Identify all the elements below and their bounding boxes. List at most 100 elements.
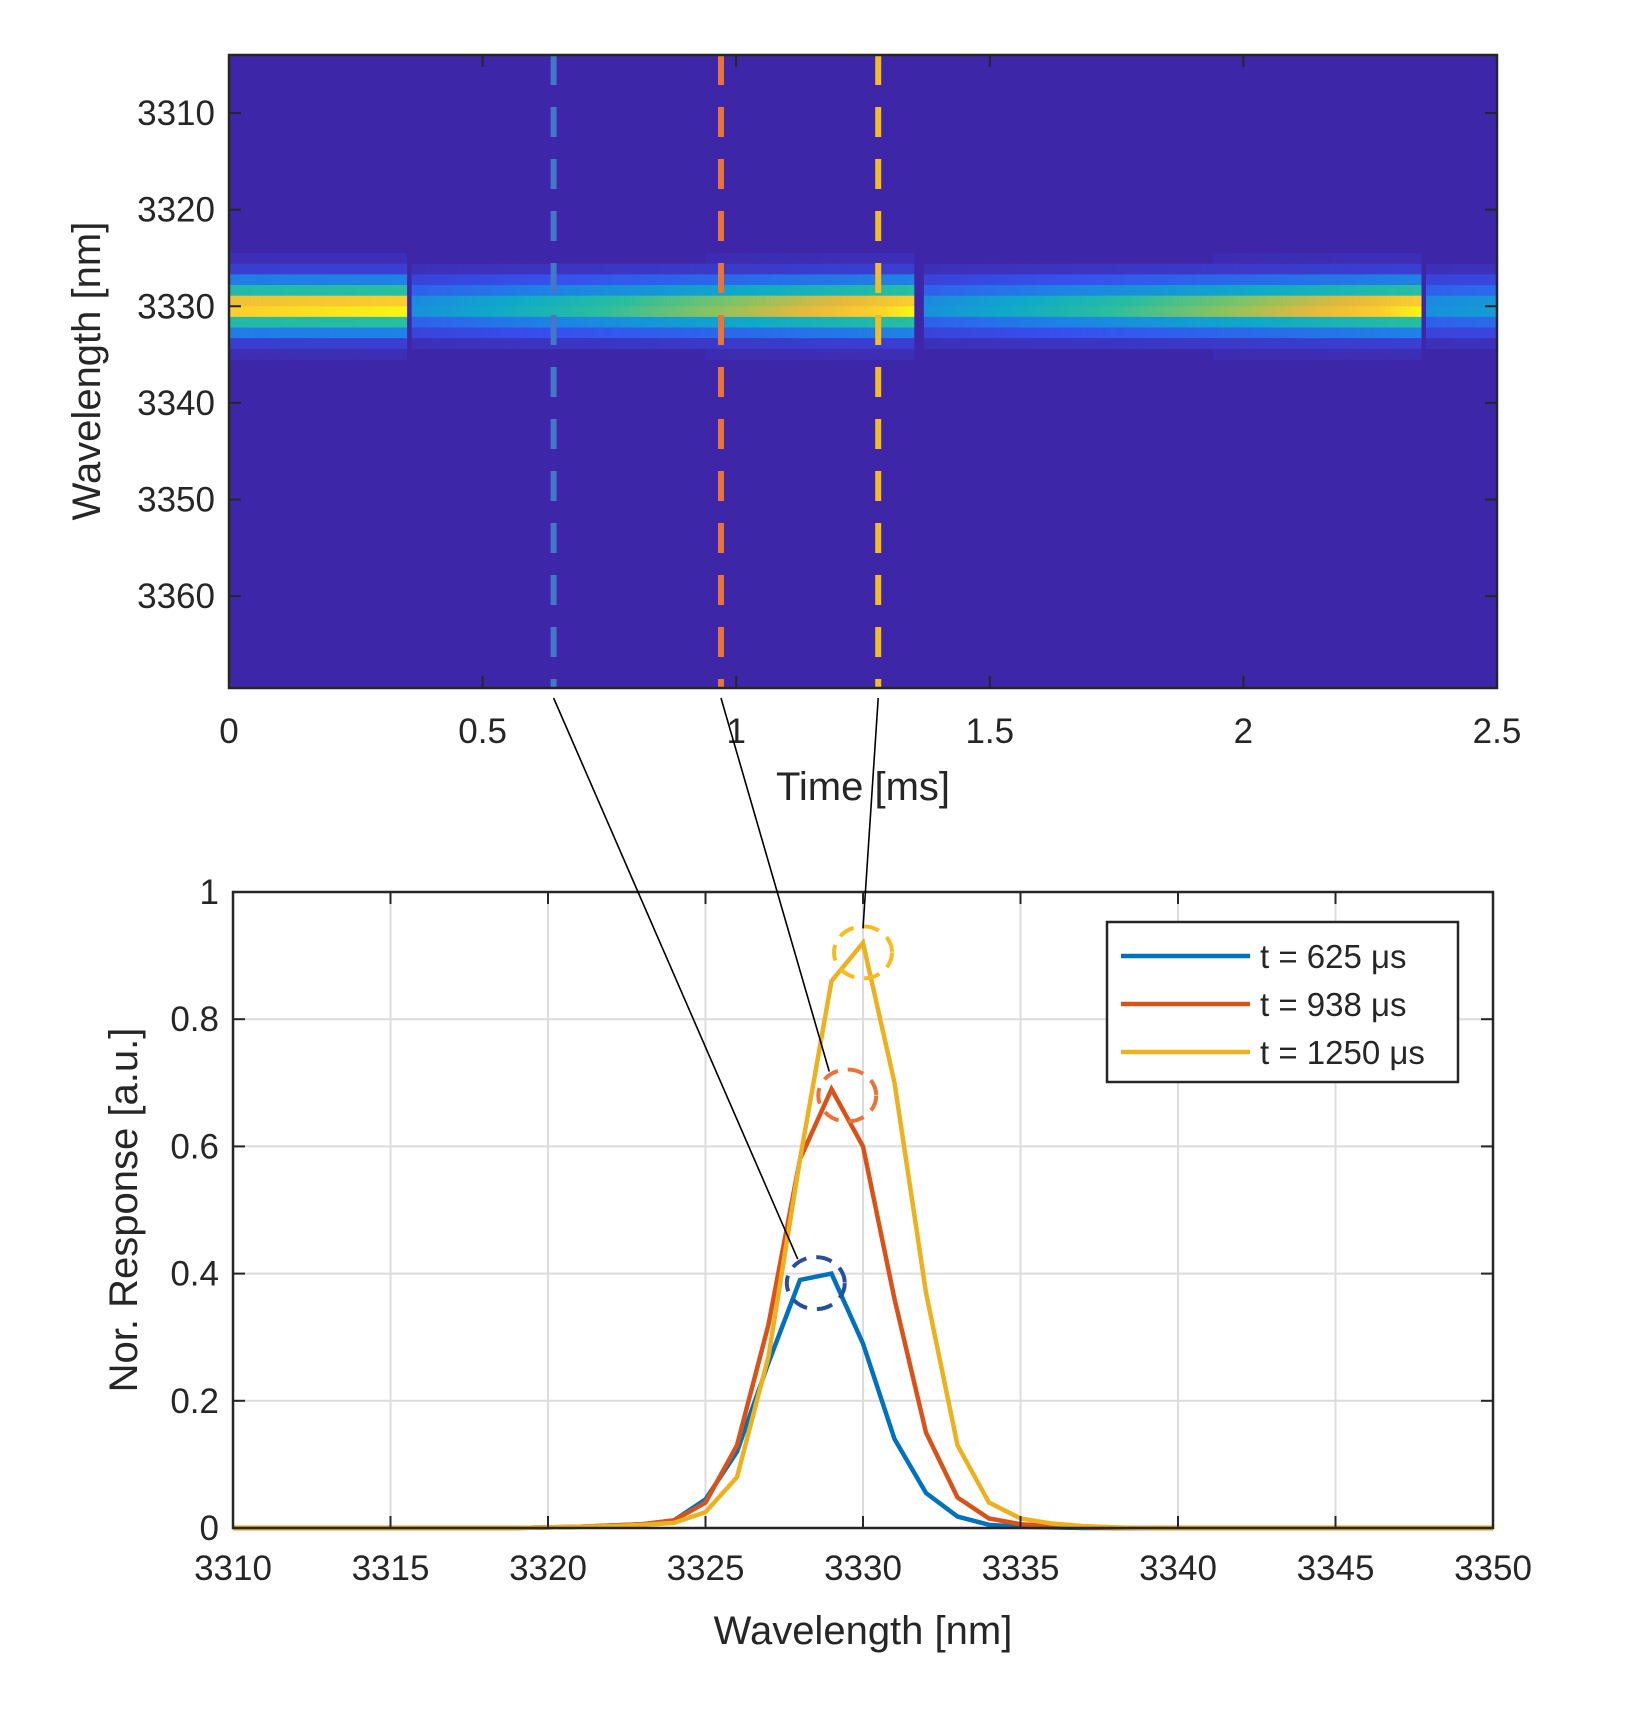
heatmap-cell (655, 263, 661, 275)
heatmap-cell (1091, 306, 1097, 318)
heatmap-cell (1339, 306, 1346, 318)
heatmap-cell (868, 285, 874, 296)
heatmap-cell (320, 306, 326, 318)
heatmap-cell (1050, 285, 1057, 296)
heatmap-cell (442, 285, 448, 296)
heatmap-cell (761, 348, 768, 360)
heatmap-cell (1010, 338, 1016, 350)
heatmap-cell (315, 338, 321, 350)
heatmap-cell (1294, 338, 1300, 350)
heatmap-cell (1339, 274, 1346, 286)
heatmap-cell (462, 316, 468, 328)
heatmap-cell (999, 316, 1006, 328)
heatmap-cell (457, 263, 463, 275)
heatmap-cell (756, 348, 763, 360)
heatmap-cell (305, 327, 311, 339)
heatmap-cell (259, 338, 266, 350)
heatmap-cell (1045, 285, 1052, 296)
heatmap-cell (1121, 338, 1128, 350)
top-y-axis-label: Wavelength [nm] (65, 222, 109, 521)
heatmap-cell (355, 316, 362, 328)
heatmap-cell (239, 327, 245, 339)
heatmap-cell (1349, 253, 1356, 265)
heatmap-cell (746, 274, 753, 286)
heatmap-cell (1319, 327, 1326, 339)
heatmap-cell (533, 274, 539, 286)
heatmap-cell (847, 338, 854, 350)
heatmap-cell (670, 263, 676, 275)
heatmap-cell (710, 253, 717, 265)
heatmap-cell (807, 285, 813, 296)
heatmap-cell (1081, 338, 1087, 350)
heatmap-cell (639, 327, 646, 339)
heatmap-cell (411, 295, 418, 307)
heatmap-cell (812, 306, 818, 318)
heatmap-cell (386, 263, 392, 275)
heatmap-cell (1121, 306, 1128, 318)
heatmap-cell (756, 295, 763, 307)
heatmap-cell (964, 295, 971, 307)
heatmap-cell (1202, 274, 1209, 286)
heatmap-cell (731, 327, 737, 339)
heatmap-cell (832, 285, 839, 296)
heatmap-cell (259, 348, 266, 360)
heatmap-cell (1268, 306, 1275, 318)
heatmap-cell (1486, 306, 1493, 318)
heatmap-cell (1106, 338, 1113, 350)
heatmap-cell (1050, 295, 1057, 307)
heatmap-cell (710, 306, 717, 318)
heatmap-cell (1091, 338, 1097, 350)
heatmap-cell (599, 316, 605, 328)
heatmap-cell (254, 338, 261, 350)
heatmap-cell (543, 327, 550, 339)
heatmap-cell (1273, 295, 1280, 307)
heatmap-cell (1030, 263, 1037, 275)
heatmap-cell (797, 263, 803, 275)
heatmap-cell (507, 306, 514, 318)
heatmap-cell (1360, 274, 1366, 286)
heatmap-cell (589, 274, 595, 286)
heatmap-cell (229, 327, 235, 339)
heatmap-cell (315, 348, 321, 360)
heatmap-cell (1354, 348, 1361, 360)
heatmap-cell (254, 274, 261, 286)
heatmap-cell (1050, 306, 1057, 318)
heatmap-cell (1243, 338, 1250, 350)
heatmap-cell (827, 285, 834, 296)
heatmap-cell (1248, 316, 1255, 328)
heatmap-cell (584, 263, 590, 275)
connector-line-2 (862, 697, 880, 929)
heatmap-cell (989, 295, 996, 307)
heatmap-cell (1273, 285, 1280, 296)
heatmap-cell (578, 327, 585, 339)
heatmap-cell (1339, 263, 1346, 275)
heatmap-cell (837, 348, 844, 360)
heatmap-cell (447, 327, 453, 339)
heatmap-cell (1360, 316, 1366, 328)
heatmap-cell (350, 338, 357, 350)
heatmap-cell (1015, 338, 1021, 350)
heatmap-cell (1243, 316, 1250, 328)
heatmap-cell (726, 295, 732, 307)
heatmap-cell (1289, 348, 1295, 360)
heatmap-cell (355, 285, 362, 296)
heatmap-cell (1466, 274, 1473, 286)
heatmap-cell (1116, 274, 1123, 286)
heatmap-cell (386, 338, 392, 350)
heatmap-cell (1065, 295, 1072, 307)
heatmap-cell (391, 348, 397, 360)
heatmap-cell (685, 263, 692, 275)
heatmap-cell (1147, 327, 1153, 339)
heatmap-cell (1005, 338, 1011, 350)
heatmap-cell (1405, 338, 1412, 350)
heatmap-cell (1045, 263, 1052, 275)
heatmap-cell (1451, 306, 1458, 318)
heatmap-cell (817, 274, 824, 286)
heatmap-cell (1446, 295, 1452, 307)
heatmap-cell (1451, 316, 1458, 328)
heatmap-cell (837, 274, 844, 286)
heatmap-cell (726, 263, 732, 275)
heatmap-cell (1258, 316, 1265, 328)
heatmap-cell (1253, 327, 1260, 339)
heatmap-cell (518, 338, 524, 350)
